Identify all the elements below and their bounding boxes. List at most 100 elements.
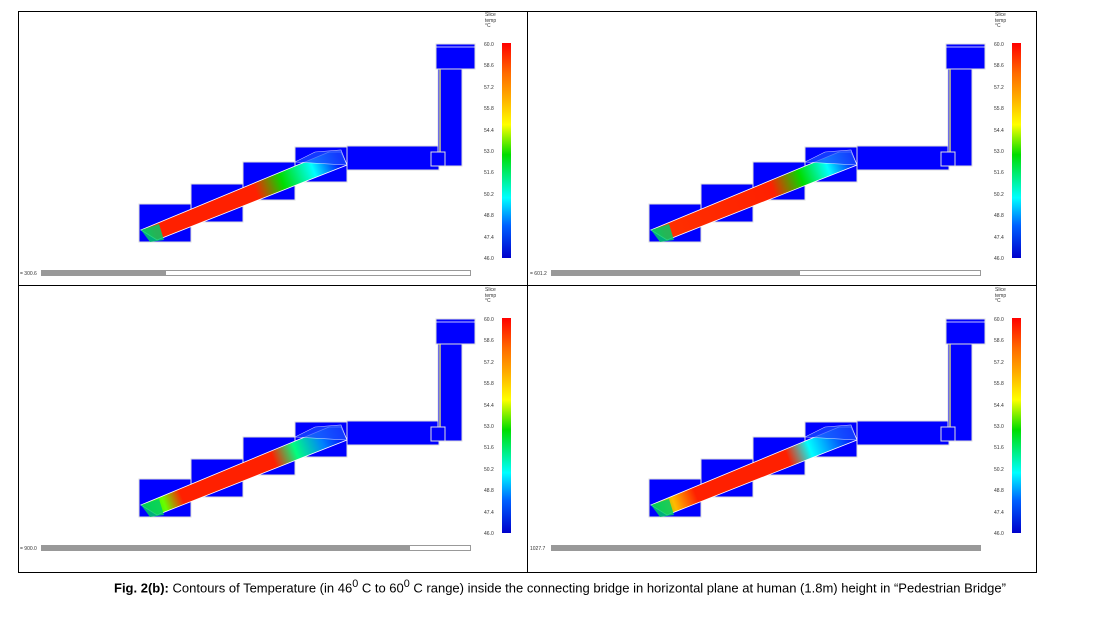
scale-tick-label: 53.0 — [994, 149, 1004, 155]
scale-tick-label: 47.4 — [484, 234, 494, 241]
scale-tick-label: 60.0 — [994, 317, 1004, 323]
scale-title-line: °C — [485, 298, 491, 304]
scale-title-line: Slice — [485, 12, 496, 18]
scale-tick-label: 55.8 — [484, 381, 494, 388]
tower-cap — [945, 43, 986, 70]
scale-tick-label: 46.0 — [484, 256, 494, 262]
walkway-texture — [293, 149, 348, 166]
scale-tick-label: 48.8 — [484, 213, 494, 220]
scale-tick-label: 54.4 — [994, 402, 1004, 409]
scale-tick-label: 51.6 — [484, 445, 494, 452]
scale-tick-label: 60.0 — [994, 42, 1004, 48]
scale-tick-label: 47.4 — [994, 234, 1004, 241]
scale-tick-label: 50.2 — [484, 466, 494, 473]
walkway-texture — [803, 149, 858, 166]
scale-tick-label: 46.0 — [994, 256, 1004, 262]
panel-top-right: Slice temp °C 60.0 58.6 57.2 55.8 54.4 53.0 51.6 5… — [529, 12, 1035, 283]
scale-tick-label: 60.0 — [484, 42, 494, 48]
bridge-block — [856, 420, 950, 446]
bridge-block — [437, 337, 463, 442]
scale-tick-label: 51.6 — [484, 170, 494, 177]
scale-tick-label: 50.2 — [484, 191, 494, 198]
scale-tick-label: 50.2 — [994, 466, 1004, 473]
time-progress-bar — [41, 270, 471, 276]
horizontal-divider — [19, 285, 1036, 286]
walkway-end — [141, 224, 164, 242]
scale-tick-label: 57.2 — [484, 359, 494, 366]
time-label: = 601.2 — [530, 271, 547, 277]
temperature-colorbar — [502, 43, 511, 258]
caption-text-3: C range) inside the connecting bridge in… — [409, 580, 1006, 596]
scale-title-line: temp — [485, 292, 497, 299]
scale-tick-label: 54.4 — [484, 127, 494, 134]
temperature-colorbar — [502, 318, 511, 533]
scale-tick-label: 47.4 — [994, 509, 1004, 516]
scale-tick-label: 46.0 — [994, 531, 1004, 537]
scale-tick-label: 48.8 — [994, 488, 1004, 495]
scale-tick-label: 54.4 — [994, 127, 1004, 134]
tower-base — [430, 151, 446, 167]
scale-tick-label: 58.6 — [484, 63, 494, 70]
scale-tick-label: 58.6 — [994, 338, 1004, 345]
vertical-divider — [527, 12, 528, 572]
tower-base — [430, 426, 446, 442]
bridge-plot — [648, 318, 986, 518]
scale-title: Slice temp °C — [485, 287, 497, 305]
tower-base — [940, 151, 956, 167]
walkway-end — [141, 499, 164, 517]
tower-base — [940, 426, 956, 442]
time-progress-fill — [552, 546, 980, 550]
caption-label: Fig. 2(b): — [114, 580, 169, 596]
walkway-texture — [293, 424, 348, 441]
scale-tick-label: 47.4 — [484, 509, 494, 516]
scale-tick-label: 55.8 — [994, 106, 1004, 113]
time-progress-bar — [551, 270, 981, 276]
bridge-plot — [138, 318, 476, 518]
scale-tick-label: 48.8 — [994, 213, 1004, 220]
scale-tick-label: 55.8 — [994, 381, 1004, 388]
scale-tick-label: 60.0 — [484, 317, 494, 323]
scale-tick-label: 50.2 — [994, 191, 1004, 198]
bridge-block — [856, 145, 950, 171]
scale-tick-label: 53.0 — [484, 149, 494, 155]
time-label: = 900.0 — [20, 546, 37, 552]
panel-top-left: Slice temp °C 60.0 58.6 57.2 55.8 54.4 53.0 51.6 5… — [19, 12, 525, 283]
scale-tick-label: 51.6 — [994, 445, 1004, 452]
scale-title-line: °C — [485, 23, 491, 29]
bridge-plot — [648, 43, 986, 243]
scale-title-line: °C — [995, 298, 1001, 304]
walkway-end — [651, 499, 674, 517]
tower-cap — [435, 318, 476, 345]
scale-tick-label: 53.0 — [484, 424, 494, 430]
figure-grid: Slice temp °C 60.0 58.6 57.2 55.8 54.4 53.0 51.6 5… — [18, 11, 1037, 573]
scale-tick-label: 51.6 — [994, 170, 1004, 177]
bridge-block — [437, 62, 463, 167]
bridge-block — [947, 62, 973, 167]
scale-tick-label: 48.8 — [484, 488, 494, 495]
scale-title-line: temp — [995, 17, 1007, 24]
temperature-colorbar — [1012, 43, 1021, 258]
walkway-end — [651, 224, 674, 242]
time-label: = 300.6 — [20, 271, 37, 277]
scale-title: Slice temp °C — [995, 287, 1007, 305]
scale-title-line: temp — [995, 292, 1007, 299]
caption-text-1: Contours of Temperature (in 46 — [168, 580, 353, 596]
panel-bottom-left: Slice temp °C 60.0 58.6 57.2 55.8 54.4 53.0 51.6 5… — [19, 287, 525, 558]
caption-sup-1: 0 — [352, 578, 359, 590]
scale-title: Slice temp °C — [485, 12, 497, 30]
scale-title-line: Slice — [485, 287, 496, 293]
scale-tick-label: 53.0 — [994, 424, 1004, 430]
scale-tick-label: 57.2 — [484, 84, 494, 91]
temperature-colorbar — [1012, 318, 1021, 533]
scale-tick-label: 57.2 — [994, 359, 1004, 366]
bridge-block — [346, 420, 440, 446]
tower-cap — [435, 43, 476, 70]
time-progress-bar — [41, 545, 471, 551]
bridge-block — [346, 145, 440, 171]
scale-title-line: Slice — [995, 12, 1006, 18]
time-label: 1027.7 — [530, 546, 546, 552]
scale-tick-label: 54.4 — [484, 402, 494, 409]
time-progress-fill — [552, 271, 801, 275]
scale-title-line: temp — [485, 17, 497, 24]
panel-bottom-right: Slice temp °C 60.0 58.6 57.2 55.8 54.4 53.0 51.6 5… — [529, 287, 1035, 558]
